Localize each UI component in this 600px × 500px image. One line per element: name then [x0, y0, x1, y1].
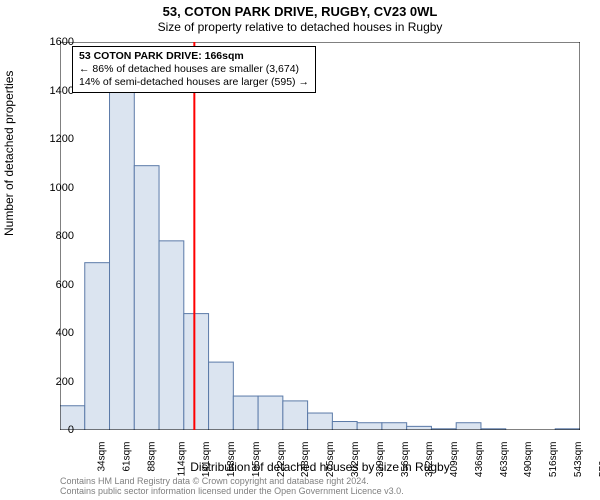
y-tick-label: 1600 — [34, 36, 74, 48]
y-tick-label: 1400 — [34, 85, 74, 97]
y-axis-label: Number of detached properties — [2, 71, 16, 236]
y-tick-label: 1200 — [34, 133, 74, 145]
y-tick-label: 800 — [34, 230, 74, 242]
footer-line2: Contains public sector information licen… — [60, 486, 404, 496]
chart-title-main: 53, COTON PARK DRIVE, RUGBY, CV23 0WL — [0, 4, 600, 19]
x-axis-label: Distribution of detached houses by size … — [60, 460, 580, 474]
marker-callout-box: 53 COTON PARK DRIVE: 166sqm ← 86% of det… — [72, 46, 316, 93]
chart-footer: Contains HM Land Registry data © Crown c… — [60, 476, 404, 497]
y-tick-label: 400 — [34, 327, 74, 339]
callout-title: 53 COTON PARK DRIVE: 166sqm — [79, 50, 309, 63]
y-tick-label: 0 — [34, 424, 74, 436]
y-tick-label: 600 — [34, 279, 74, 291]
chart-title-sub: Size of property relative to detached ho… — [0, 20, 600, 34]
chart-svg — [60, 42, 580, 430]
y-tick-label: 1000 — [34, 182, 74, 194]
footer-line1: Contains HM Land Registry data © Crown c… — [60, 476, 404, 486]
callout-line-smaller: ← 86% of detached houses are smaller (3,… — [79, 63, 309, 76]
callout-line-larger: 14% of semi-detached houses are larger (… — [79, 76, 309, 89]
chart-plot-area — [60, 42, 580, 430]
y-tick-label: 200 — [34, 376, 74, 388]
